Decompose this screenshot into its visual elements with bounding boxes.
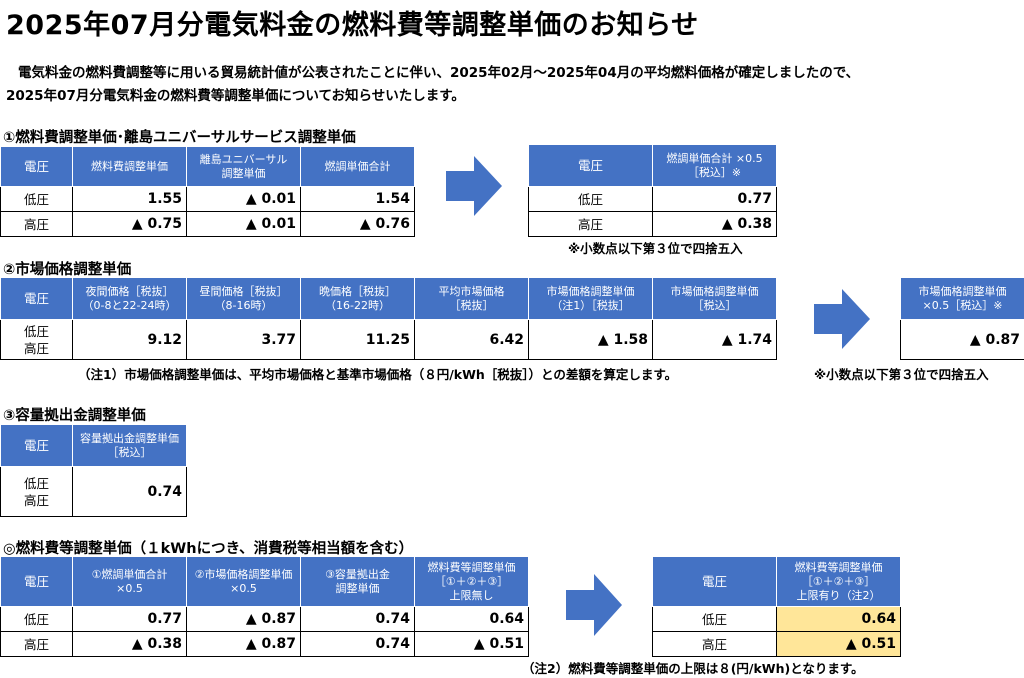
row-label-high: 高圧 xyxy=(0,211,73,237)
cell-value: ▲ 0.76 xyxy=(300,211,415,237)
table-row: 高圧 ▲ 0.51 xyxy=(652,631,901,657)
row-label-high: 高圧 xyxy=(0,631,73,657)
header-voltage: 電圧 xyxy=(0,556,73,607)
cell-value: ▲ 0.38 xyxy=(652,211,777,237)
cell-value: 0.74 xyxy=(72,466,187,517)
cell-value: 1.55 xyxy=(72,186,187,212)
section4-heading: ◎燃料費等調整単価（１kWhにつき、消費税等相当額を含む） xyxy=(3,541,414,557)
table-row: 低圧 0.77 ▲ 0.87 0.74 0.64 xyxy=(0,606,529,632)
intro-text: 電気料金の燃料費調整等に用いる貿易統計値が公表されたことに伴い、2025年02月… xyxy=(6,62,1021,108)
cell-value: ▲ 0.51 xyxy=(414,631,529,657)
intro-line-1: 電気料金の燃料費調整等に用いる貿易統計値が公表されたことに伴い、2025年02月… xyxy=(18,65,860,81)
capacity-table: 電圧 容量拠出金調整単価 ［税込］ 低圧 高圧 0.74 xyxy=(0,424,187,517)
header-island-unit: 離島ユニバーサル調整単価 xyxy=(186,146,301,187)
market-half-table: 市場価格調整単価 ×0.5［税込］※ ▲ 0.87 xyxy=(900,277,1024,360)
cell-value: ▲ 0.87 xyxy=(186,631,301,657)
cell-value: 3.77 xyxy=(186,319,301,360)
table-row: 低圧 0.64 xyxy=(652,606,901,632)
cell-value: ▲ 0.87 xyxy=(900,319,1024,360)
header-market-adjustment-incl: 市場価格調整単価 ［税込］ xyxy=(652,277,777,320)
rounding-note: ※小数点以下第３位で四捨五入 xyxy=(814,367,989,382)
row-label-low: 低圧 xyxy=(0,606,73,632)
row-label-high: 高圧 xyxy=(528,211,653,237)
row-label-low: 低圧 xyxy=(652,606,777,632)
right-arrow-icon xyxy=(566,574,622,636)
total-adjustment-table: 電圧 ①燃調単価合計 ×0.5 ②市場価格調整単価 ×0.5 ③容量拠出金 調整単価 … xyxy=(0,556,529,657)
section1-heading: ①燃料費調整単価･離島ユニバーサルサービス調整単価 xyxy=(3,130,356,146)
section2-heading: ②市場価格調整単価 xyxy=(3,262,132,278)
header-voltage: 電圧 xyxy=(0,146,73,187)
cell-value: 0.64 xyxy=(414,606,529,632)
intro-line-2: 2025年07月分電気料金の燃料費等調整単価についてお知らせいたします。 xyxy=(6,88,465,104)
row-label-low-high: 低圧 高圧 xyxy=(0,319,73,360)
page-title: 2025年07月分電気料金の燃料費等調整単価のお知らせ xyxy=(6,10,699,41)
table-row: 低圧 0.77 xyxy=(528,186,777,212)
header-average-market-price: 平均市場価格 ［税抜］ xyxy=(414,277,529,320)
header-capacity-unit: 容量拠出金調整単価 ［税込］ xyxy=(72,424,187,467)
cell-value: ▲ 0.87 xyxy=(186,606,301,632)
header-voltage: 電圧 xyxy=(0,277,73,320)
header-total-no-cap: 燃料費等調整単価 ［①＋②＋③］ 上限無し xyxy=(414,556,529,607)
table-row: 低圧 高圧 0.74 xyxy=(0,466,187,517)
cell-value: ▲ 0.01 xyxy=(186,186,301,212)
cell-value: ▲ 1.74 xyxy=(652,319,777,360)
section3-heading: ③容量拠出金調整単価 xyxy=(3,408,146,424)
header-market-half: 市場価格調整単価 ×0.5［税込］※ xyxy=(900,277,1024,320)
header-total-unit: 燃調単価合計 xyxy=(300,146,415,187)
header-night-price: 夜間価格［税抜］ （0-8と22-24時） xyxy=(72,277,187,320)
cell-value: 9.12 xyxy=(72,319,187,360)
cell-value: 0.77 xyxy=(652,186,777,212)
cell-value-highlight: 0.64 xyxy=(776,606,901,632)
cell-value-highlight: ▲ 0.51 xyxy=(776,631,901,657)
header-day-price: 昼間価格［税抜］ （8-16時） xyxy=(186,277,301,320)
row-label-low: 低圧 xyxy=(528,186,653,212)
cell-value: 11.25 xyxy=(300,319,415,360)
header-fuel-unit: 燃料費調整単価 xyxy=(72,146,187,187)
cell-value: 0.77 xyxy=(72,606,187,632)
table-row: 高圧 ▲ 0.38 ▲ 0.87 0.74 ▲ 0.51 xyxy=(0,631,529,657)
header-market-adjustment-excl: 市場価格調整単価 （注1）［税抜］ xyxy=(528,277,653,320)
cell-value: ▲ 0.38 xyxy=(72,631,187,657)
rounding-note: ※小数点以下第３位で四捨五入 xyxy=(568,241,743,256)
cell-value: 0.74 xyxy=(300,631,415,657)
cap-note: （注2）燃料費等調整単価の上限は８(円/kWh)となります。 xyxy=(522,661,864,676)
cell-value: ▲ 0.01 xyxy=(186,211,301,237)
header-capacity: ③容量拠出金 調整単価 xyxy=(300,556,415,607)
cell-value: ▲ 0.75 xyxy=(72,211,187,237)
table-row: ▲ 0.87 xyxy=(900,319,1024,360)
header-total-capped: 燃料費等調整単価 ［①＋②＋③］ 上限有り（注2） xyxy=(776,556,901,607)
header-evening-price: 晩価格［税抜］ （16-22時） xyxy=(300,277,415,320)
market-note: （注1）市場価格調整単価は、平均市場価格と基準市場価格（８円/kWh［税抜］）と… xyxy=(78,367,678,382)
header-voltage: 電圧 xyxy=(528,144,653,187)
row-label-high: 高圧 xyxy=(652,631,777,657)
cell-value: 0.74 xyxy=(300,606,415,632)
header-fuel-half: ①燃調単価合計 ×0.5 xyxy=(72,556,187,607)
row-label-low-high: 低圧 高圧 xyxy=(0,466,73,517)
fuel-total-half-table: 電圧 燃調単価合計 ×0.5［税込］※ 低圧 0.77 高圧 ▲ 0.38 xyxy=(528,144,777,237)
total-adjustment-capped-table: 電圧 燃料費等調整単価 ［①＋②＋③］ 上限有り（注2） 低圧 0.64 高圧 ▲ … xyxy=(652,556,901,657)
table-row: 低圧 1.55 ▲ 0.01 1.54 xyxy=(0,186,415,212)
right-arrow-icon xyxy=(446,156,502,216)
table-row: 高圧 ▲ 0.75 ▲ 0.01 ▲ 0.76 xyxy=(0,211,415,237)
header-voltage: 電圧 xyxy=(652,556,777,607)
cell-value: 1.54 xyxy=(300,186,415,212)
cell-value: 6.42 xyxy=(414,319,529,360)
row-label-low: 低圧 xyxy=(0,186,73,212)
header-voltage: 電圧 xyxy=(0,424,73,467)
cell-value: ▲ 1.58 xyxy=(528,319,653,360)
fuel-adjustment-table: 電圧 燃料費調整単価 離島ユニバーサル調整単価 燃調単価合計 低圧 1.55 ▲… xyxy=(0,146,415,237)
header-market-half: ②市場価格調整単価 ×0.5 xyxy=(186,556,301,607)
market-price-table: 電圧 夜間価格［税抜］ （0-8と22-24時） 昼間価格［税抜］ （8-16時） … xyxy=(0,277,777,360)
header-total-half: 燃調単価合計 ×0.5［税込］※ xyxy=(652,144,777,187)
table-row: 高圧 ▲ 0.38 xyxy=(528,211,777,237)
table-row: 低圧 高圧 9.12 3.77 11.25 6.42 ▲ 1.58 ▲ 1.74 xyxy=(0,319,777,360)
right-arrow-icon xyxy=(814,289,870,349)
